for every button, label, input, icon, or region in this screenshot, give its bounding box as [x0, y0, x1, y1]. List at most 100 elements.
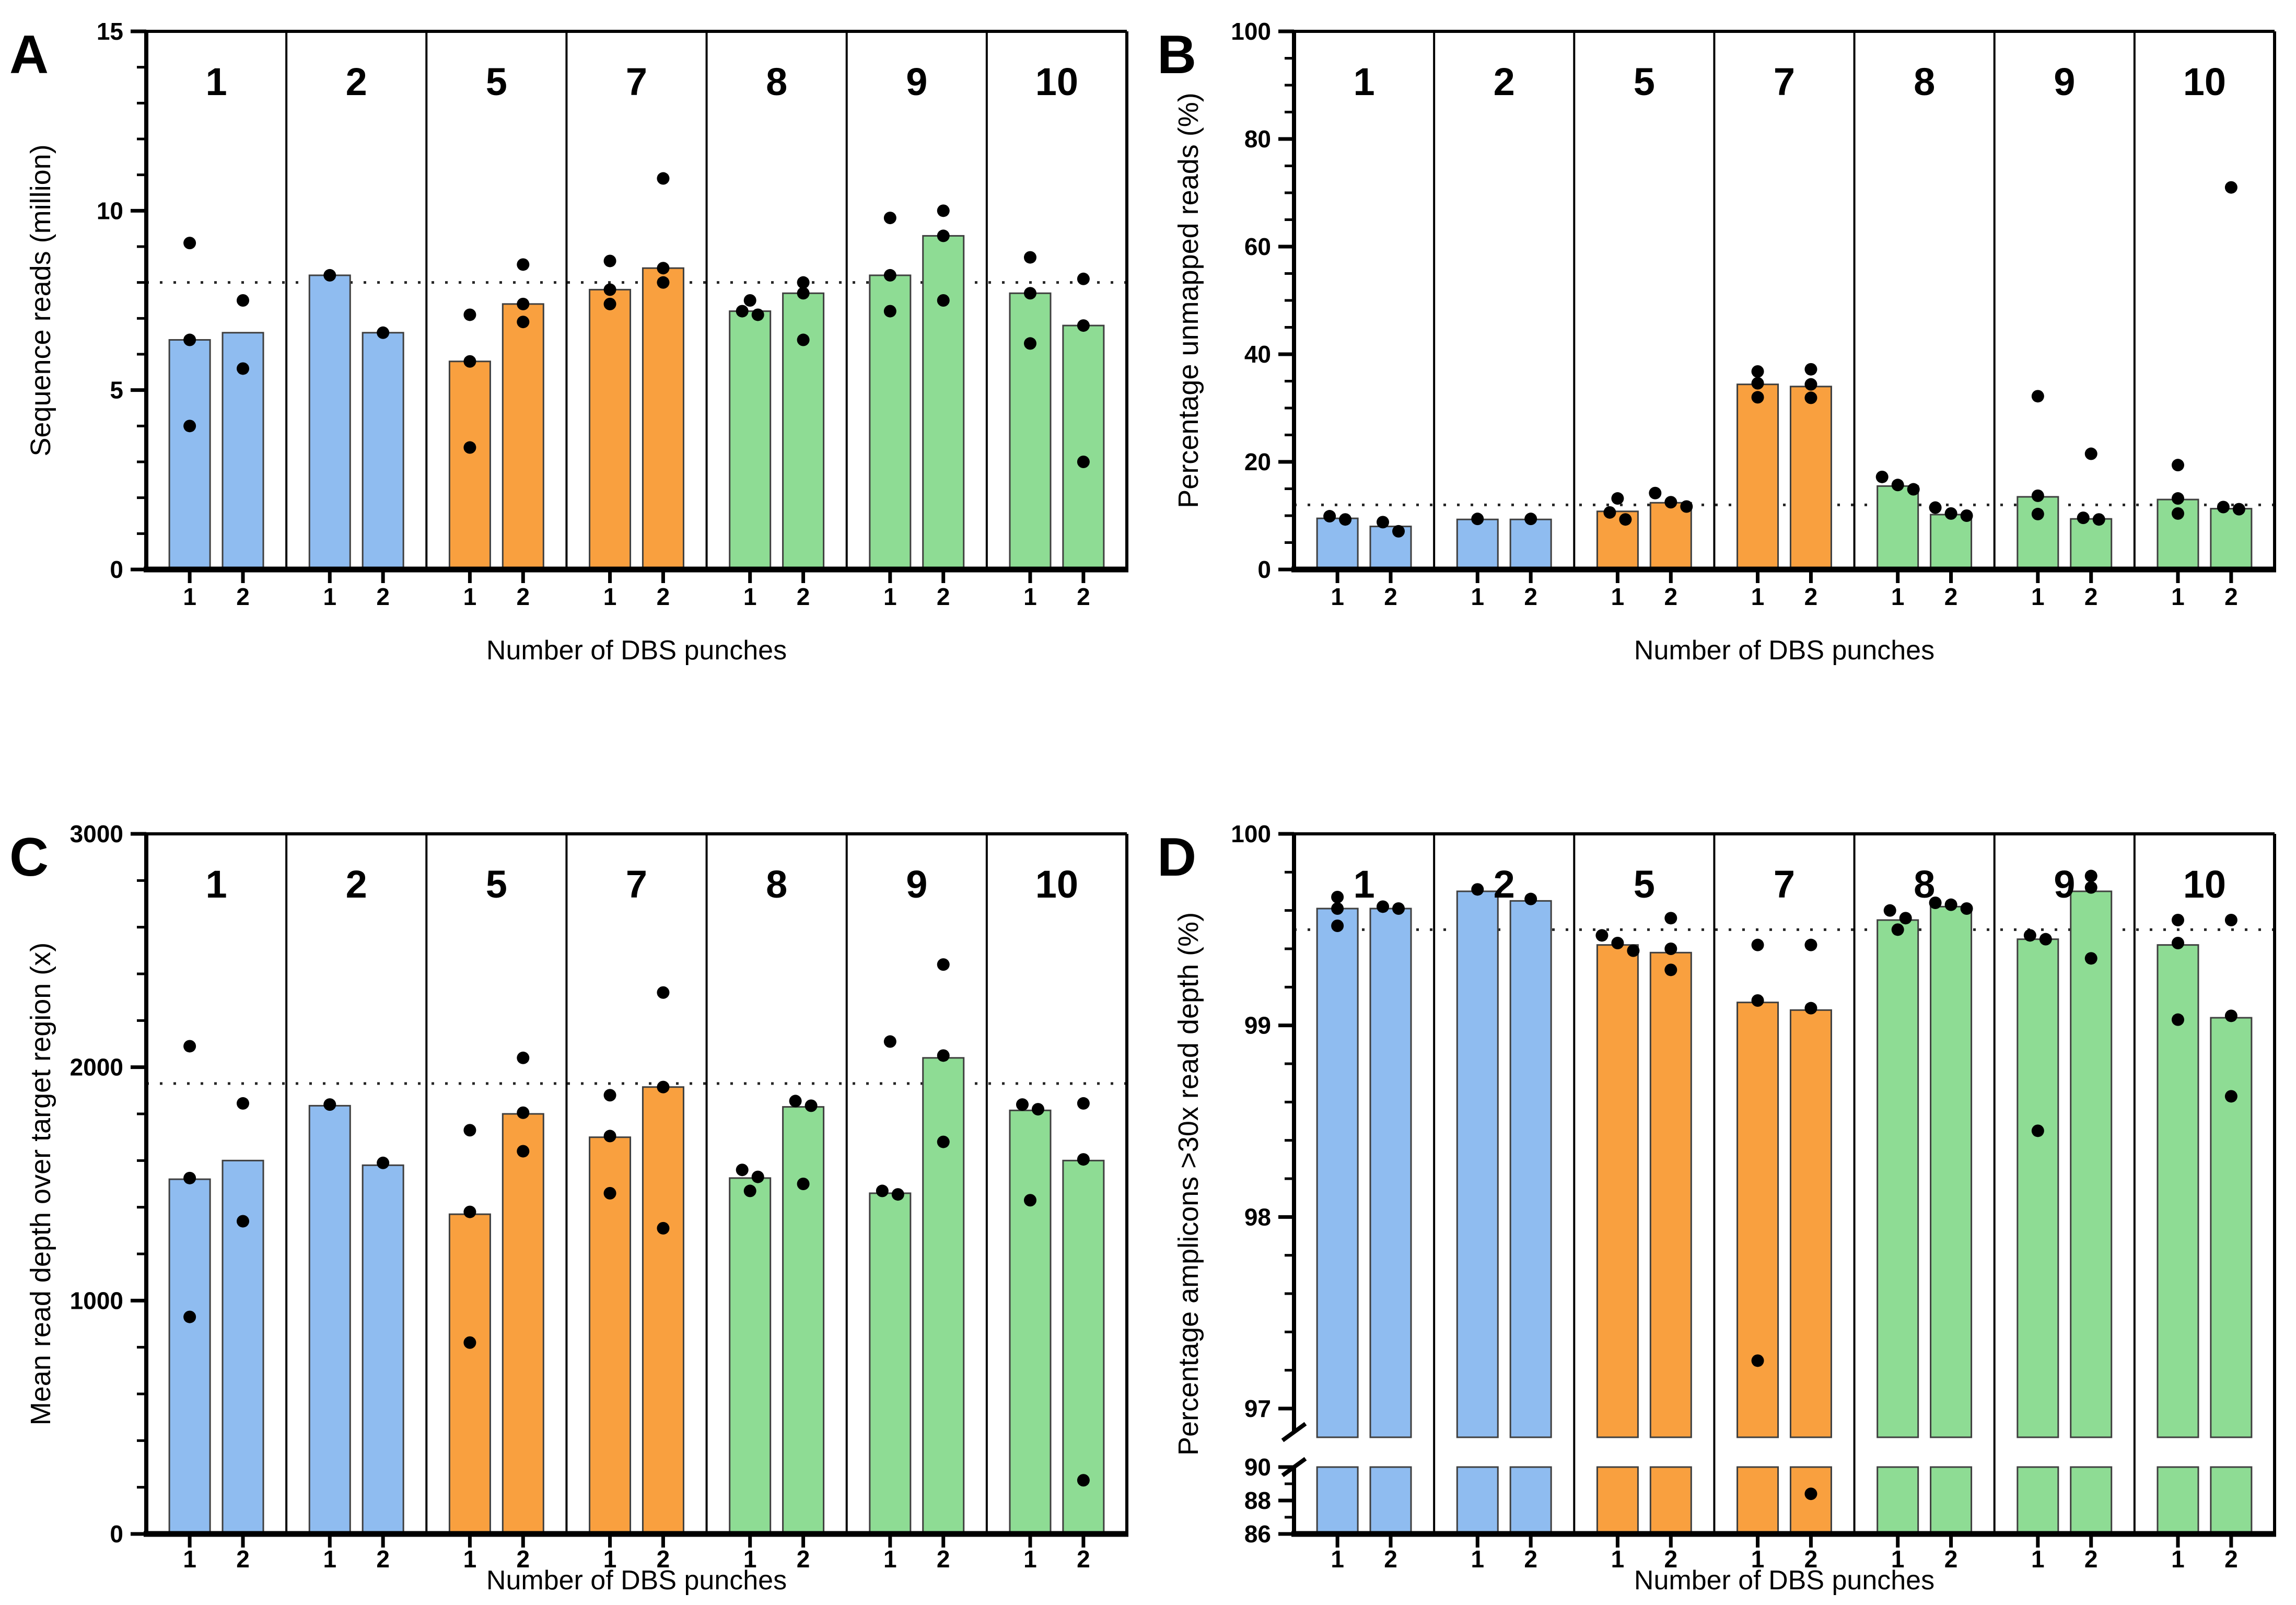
bar-group8-punch2 — [1930, 905, 1973, 1438]
group-label: 7 — [626, 863, 647, 906]
x-tick-label: 1 — [603, 1545, 617, 1573]
group-label: 9 — [2054, 60, 2075, 103]
data-point — [751, 1170, 764, 1183]
bar-group7-punch1 — [589, 1136, 632, 1535]
panel-d-amplicons-30x: 97 98 99 100 86 88 90 1 2 1 2 1 2 1 2 1 2 1 2 1 2 1 2 5 7 8 9 10 Num… — [1148, 802, 2295, 1605]
data-point — [517, 316, 530, 329]
bar-group1-punch2 — [1369, 908, 1412, 1438]
data-point — [1524, 892, 1537, 905]
data-point — [1751, 365, 1764, 378]
x-tick-label: 1 — [2031, 583, 2045, 610]
bar-group1-punch1 — [168, 1178, 211, 1535]
bar-group8-punch2 — [782, 1106, 825, 1535]
data-point — [883, 212, 896, 225]
data-point — [1929, 501, 1942, 514]
bar-group9-punch2 — [2070, 890, 2113, 1438]
bar-group7-punch1 — [1736, 1002, 1779, 1438]
data-point — [1339, 513, 1352, 526]
y-tick-label: 20 — [1244, 448, 1271, 475]
data-point — [183, 1171, 196, 1184]
data-point — [1331, 902, 1344, 915]
data-point — [183, 1040, 196, 1053]
axes-and-frame: 0 20 40 60 80 100 1 2 1 2 1 2 1 2 1 2 1 2 1 2 — [1231, 18, 2276, 610]
bar-group10-punch2 — [1062, 324, 1105, 571]
data-point — [1524, 513, 1537, 526]
x-tick-label: 1 — [1471, 583, 1484, 610]
data-point — [937, 229, 950, 242]
bars — [1316, 890, 2253, 1535]
group-label: 8 — [766, 60, 787, 103]
data-point — [736, 1164, 749, 1177]
data-point — [1023, 287, 1036, 300]
data-point — [1031, 1103, 1044, 1116]
data-point — [2171, 459, 2184, 472]
data-point — [805, 1099, 818, 1112]
bar-group1-punch2 — [1369, 1466, 1412, 1535]
x-tick-label: 1 — [2031, 1545, 2045, 1573]
group-label: 5 — [1634, 863, 1655, 906]
data-point — [603, 297, 616, 310]
bars — [168, 235, 1105, 571]
x-axis-title: Number of DBS punches — [1634, 635, 1934, 666]
panel-letter: D — [1157, 827, 1196, 888]
bar-group5-punch1 — [1596, 1466, 1639, 1535]
group-label: 9 — [906, 863, 927, 906]
bar-group1-punch1 — [168, 339, 211, 571]
group-label: 5 — [1634, 60, 1655, 103]
group-label: 2 — [346, 863, 367, 906]
data-point — [1077, 1097, 1090, 1110]
group-label: 10 — [2183, 863, 2226, 906]
x-tick-label: 2 — [1944, 583, 1958, 610]
bar-group9-punch1 — [2017, 496, 2059, 571]
bar-group9-punch2 — [2070, 1466, 2113, 1535]
data-point — [377, 326, 390, 339]
y-tick-label: 100 — [1231, 18, 1271, 45]
x-tick-label: 2 — [1524, 1545, 1537, 1573]
x-tick-label: 1 — [743, 583, 757, 610]
bar-group9-punch1 — [2017, 1466, 2059, 1535]
data-point — [2224, 1009, 2237, 1022]
data-point — [1751, 938, 1764, 951]
bar-group9-punch1 — [869, 1192, 912, 1535]
bar-group8-punch2 — [1930, 1466, 1973, 1535]
bar-group2-punch2 — [362, 332, 404, 571]
data-point — [1680, 500, 1693, 513]
data-point — [1595, 929, 1609, 942]
data-point — [1751, 994, 1764, 1007]
y-tick-label: 3000 — [70, 820, 123, 847]
data-point — [1944, 898, 1957, 911]
panel-letter: A — [9, 25, 49, 85]
data-point — [937, 958, 950, 971]
data-point — [1471, 883, 1484, 896]
bar-group10-punch2 — [2210, 1017, 2253, 1438]
bar-group2-punch1 — [308, 274, 351, 571]
data-point — [937, 204, 950, 217]
panel-b-chart: 0 20 40 60 80 100 1 2 1 2 1 2 1 2 1 2 1 2 1 2 1 2 5 7 8 9 10 Number… — [1157, 18, 2276, 666]
data-point — [1377, 516, 1390, 529]
data-point — [1664, 963, 1677, 976]
data-point — [517, 297, 530, 310]
bar-group2-punch1 — [1456, 890, 1499, 1438]
bar-group1-punch1 — [1316, 517, 1359, 571]
x-tick-label: 1 — [1751, 1545, 1765, 1573]
x-tick-label: 1 — [1891, 1545, 1905, 1573]
data-point — [2031, 507, 2044, 520]
data-point — [517, 258, 530, 271]
data-point — [657, 262, 670, 275]
y-tick-label: 80 — [1244, 125, 1271, 153]
data-point — [1804, 378, 1817, 391]
data-point — [751, 308, 764, 321]
bar-group10-punch1 — [2157, 1466, 2199, 1535]
data-point — [1804, 1002, 1817, 1015]
data-point — [1377, 900, 1390, 913]
data-point — [2031, 1124, 2044, 1137]
group-label: 7 — [626, 60, 647, 103]
data-point — [2171, 492, 2184, 505]
bar-group8-punch1 — [1877, 485, 1919, 571]
data-point — [1804, 391, 1817, 404]
x-tick-label: 2 — [2224, 1545, 2238, 1573]
x-axis-title: Number of DBS punches — [1634, 1565, 1934, 1596]
data-point — [183, 420, 196, 433]
data-point — [736, 305, 749, 318]
